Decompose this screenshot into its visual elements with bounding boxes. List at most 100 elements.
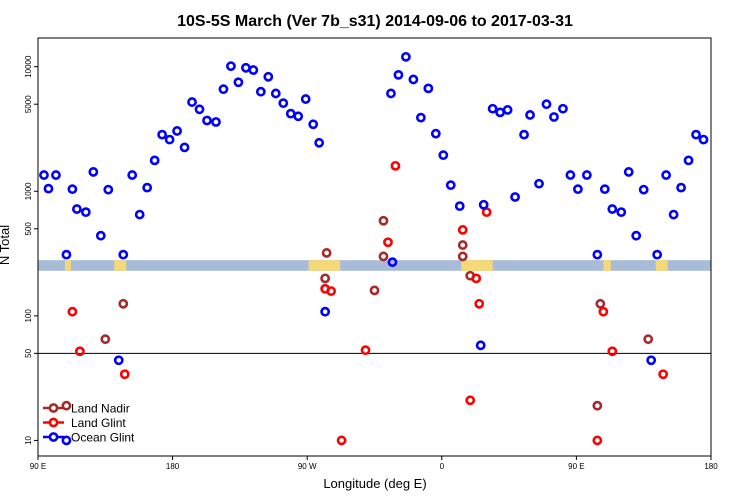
map-land-segment (603, 260, 611, 271)
land-glint-point (67, 306, 78, 317)
ocean-glint-point (314, 137, 325, 148)
land-glint-point (471, 273, 482, 284)
ocean-glint-point (233, 77, 244, 88)
ocean-glint-point (698, 134, 709, 145)
land-nadir-point (118, 298, 129, 309)
ocean-glint-point (415, 112, 426, 123)
ocean-glint-point (676, 182, 686, 193)
x-axis-label: Longitude (deg E) (323, 476, 426, 491)
ocean-glint-point (142, 182, 153, 193)
ocean-glint-point (67, 184, 78, 195)
ocean-glint-point (179, 142, 190, 153)
land-glint-point (598, 306, 609, 317)
ocean-glint-point (308, 119, 319, 130)
land-glint-point (607, 346, 618, 357)
y-axis-label: N Total (0, 225, 12, 265)
ocean-glint-point (61, 249, 72, 260)
land-glint-point (474, 298, 485, 309)
ocean-glint-point (248, 65, 259, 75)
legend-ocean-glint-marker (48, 432, 59, 442)
map-land-segment (655, 260, 668, 271)
land-glint-point (360, 345, 371, 356)
land-glint-point (74, 346, 85, 357)
ocean-glint-point (558, 103, 568, 114)
ocean-glint-point (401, 51, 411, 62)
ocean-glint-point (134, 209, 145, 220)
ocean-glint-point (475, 340, 486, 351)
ocean-glint-point (103, 184, 114, 195)
legend-land-glint-label: Land Glint (71, 416, 126, 430)
ocean-glint-point (541, 99, 552, 110)
y-tick-label: 50 (24, 348, 33, 357)
ocean-glint-point (39, 170, 49, 180)
x-tick-label: 0 (440, 462, 445, 471)
ocean-glint-point (519, 129, 529, 140)
ocean-glint-point (549, 112, 559, 122)
map-land-segment (308, 260, 341, 271)
ocean-glint-point (607, 204, 618, 214)
ocean-glint-point (61, 435, 72, 446)
ocean-glint-point (149, 155, 160, 166)
land-nadir-point (320, 273, 331, 284)
land-glint-point (119, 369, 130, 380)
ocean-glint-point (445, 180, 456, 191)
ocean-glint-point (646, 355, 657, 366)
chart-title: 10S-5S March (Ver 7b_s31) 2014-09-06 to … (177, 13, 573, 30)
ocean-glint-point (187, 97, 197, 107)
ocean-glint-point (565, 170, 576, 180)
ocean-glint-point (599, 184, 610, 195)
ocean-glint-point (616, 207, 627, 218)
y-tick-label: 100 (24, 309, 33, 323)
ocean-glint-point (320, 306, 331, 317)
ocean-glint-point (202, 115, 212, 126)
land-nadir-point (595, 298, 606, 309)
ocean-glint-point (478, 199, 489, 210)
legend-land-nadir-label: Land Nadir (71, 402, 130, 416)
ocean-glint-point (218, 84, 229, 95)
ocean-glint-point (43, 183, 54, 194)
y-tick-label: 1000 (24, 182, 33, 200)
ocean-glint-point (438, 150, 449, 161)
ocean-glint-point (71, 204, 82, 214)
ocean-glint-point (487, 103, 498, 114)
axes-layer: 90 E 180 90 W 0 90 E 180 10 50 100 500 1000 5000 100… (24, 55, 718, 471)
land-glint-point (390, 160, 401, 171)
ocean-glint-point (454, 201, 465, 212)
ocean-glint-point (51, 170, 61, 180)
land-glint-point (383, 237, 393, 248)
land-nadir-point (457, 251, 468, 262)
ocean-glint-point (255, 86, 266, 97)
map-land-segment (461, 260, 493, 271)
ocean-glint-point (668, 209, 679, 220)
x-tick-label: 90 E (30, 462, 46, 471)
ocean-glint-point (164, 134, 175, 145)
land-glint-point (457, 224, 468, 235)
ocean-glint-point (661, 170, 672, 180)
ocean-glint-point (510, 192, 520, 202)
ocean-glint-point (113, 355, 124, 366)
x-tick-label: 180 (704, 462, 718, 471)
plot-frame (37, 37, 712, 457)
map-land-segment (64, 260, 71, 271)
land-nadir-point (643, 334, 654, 345)
ocean-glint-point (278, 98, 289, 109)
ocean-glint-point (430, 128, 441, 139)
data-points-layer (39, 51, 709, 446)
ocean-glint-point (194, 104, 205, 115)
legend-land-nadir-marker (48, 403, 59, 413)
land-nadir-point (100, 334, 111, 345)
ocean-glint-point (300, 94, 311, 104)
y-tick-label: 10 (24, 435, 33, 444)
ocean-glint-point (118, 249, 129, 260)
land-glint-point (326, 286, 337, 297)
ocean-glint-point (631, 230, 642, 241)
ocean-glint-point (157, 129, 168, 140)
world-map-band (38, 260, 711, 271)
land-glint-point (592, 435, 603, 446)
land-glint-point (481, 207, 492, 218)
ocean-glint-point (211, 117, 221, 127)
map-ocean-band (38, 260, 711, 271)
ocean-glint-point (386, 88, 396, 99)
map-land-segment (114, 260, 127, 271)
